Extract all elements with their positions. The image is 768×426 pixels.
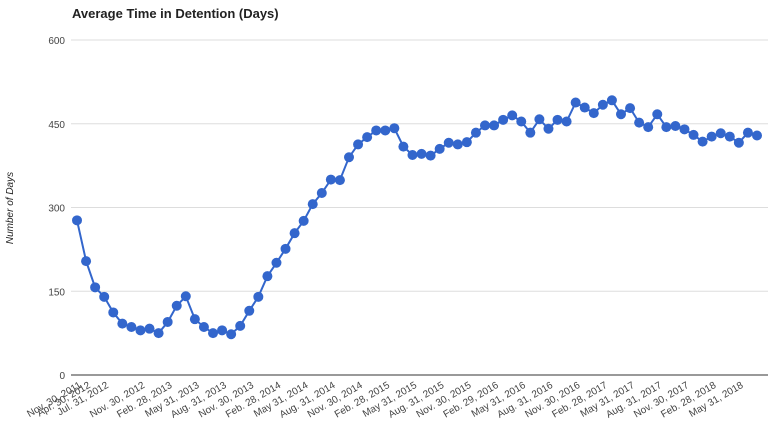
data-point: [534, 114, 545, 125]
data-point: [434, 143, 445, 154]
data-point: [244, 305, 255, 316]
data-point: [316, 187, 327, 198]
data-point: [661, 122, 672, 133]
data-point: [516, 116, 527, 127]
data-point: [108, 307, 119, 318]
y-tick-label: 450: [48, 120, 65, 131]
chart-title: Average Time in Detention (Days): [72, 6, 279, 21]
data-point: [652, 109, 663, 120]
data-point: [461, 137, 472, 148]
data-point: [498, 114, 509, 125]
data-point: [135, 325, 146, 336]
data-point: [616, 109, 626, 120]
data-point: [180, 291, 191, 302]
data-point: [171, 300, 182, 311]
data-point: [752, 130, 762, 141]
data-point: [561, 116, 572, 127]
data-point: [380, 125, 391, 136]
data-point: [742, 127, 753, 138]
data-point: [715, 128, 726, 139]
data-point: [325, 174, 336, 185]
data-point: [280, 243, 291, 254]
data-point: [706, 131, 717, 142]
y-tick-label: 150: [48, 287, 65, 298]
data-point: [334, 175, 345, 186]
y-tick-label: 300: [48, 204, 65, 215]
data-point: [398, 141, 409, 152]
gridlines: [71, 39, 768, 292]
data-point: [597, 99, 608, 110]
data-point: [525, 127, 536, 138]
data-point: [407, 150, 418, 161]
data-point: [552, 114, 563, 125]
data-point: [90, 282, 101, 293]
data-point: [208, 328, 218, 339]
data-point: [489, 120, 500, 131]
data-point: [271, 257, 282, 268]
data-point: [198, 321, 209, 332]
data-point: [289, 228, 300, 239]
data-point: [724, 131, 735, 142]
data-point: [226, 329, 237, 340]
data-points: [72, 95, 762, 340]
data-point: [634, 117, 645, 128]
data-point: [253, 291, 264, 302]
data-point: [543, 123, 554, 134]
data-point: [126, 321, 137, 332]
data-point: [443, 137, 454, 148]
data-point: [570, 97, 581, 108]
data-point: [344, 152, 354, 163]
y-tick-label: 0: [59, 371, 65, 382]
series-line: [76, 99, 758, 336]
data-point: [733, 137, 744, 148]
series-polyline: [76, 99, 758, 336]
data-point: [217, 325, 228, 336]
data-point: [425, 150, 436, 161]
y-tick-label: 600: [48, 36, 65, 47]
y-axis-label: Number of Days: [5, 172, 16, 244]
data-point: [144, 323, 155, 334]
data-point: [452, 139, 463, 150]
data-point: [81, 256, 92, 267]
data-point: [307, 199, 318, 210]
data-point: [679, 124, 690, 135]
data-point: [416, 148, 427, 159]
data-point: [189, 314, 200, 325]
data-point: [235, 320, 246, 331]
data-point: [606, 95, 617, 106]
data-point: [162, 316, 173, 327]
y-axis-tick-labels: 0 150 300 450 600: [48, 36, 65, 382]
data-point: [99, 291, 110, 302]
data-point: [72, 215, 82, 226]
data-point: [362, 132, 373, 143]
data-point: [153, 328, 164, 339]
data-point: [697, 136, 708, 147]
data-point: [625, 103, 636, 114]
data-point: [588, 108, 599, 119]
data-point: [353, 139, 364, 150]
data-point: [480, 120, 490, 131]
data-point: [688, 129, 699, 140]
data-point: [117, 318, 128, 329]
data-point: [371, 125, 382, 136]
data-point: [298, 215, 309, 226]
data-point: [579, 102, 590, 113]
data-point: [389, 123, 400, 134]
data-point: [470, 127, 481, 138]
data-point: [670, 120, 681, 131]
data-point: [262, 271, 273, 282]
data-point: [643, 122, 654, 133]
data-point: [507, 110, 518, 121]
